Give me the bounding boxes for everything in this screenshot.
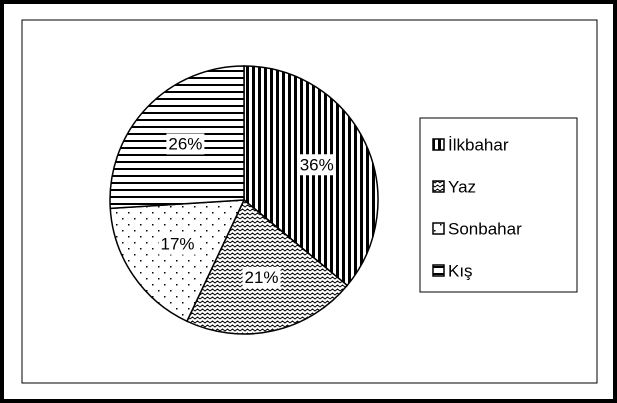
data-label: 26% xyxy=(168,134,202,153)
legend-label: Yaz xyxy=(448,177,476,196)
legend-label: Kış xyxy=(448,261,473,280)
legend-swatch xyxy=(432,222,445,235)
data-label-bg xyxy=(166,133,205,155)
data-label: 17% xyxy=(160,235,194,254)
legend-swatch xyxy=(432,180,445,193)
data-label-bg xyxy=(242,266,281,288)
pie-slice xyxy=(243,65,379,287)
data-label-bg xyxy=(158,233,197,255)
legend-label: İlkbahar xyxy=(448,135,509,154)
data-label: 36% xyxy=(300,155,334,174)
pie-slice xyxy=(109,199,246,323)
data-label-bg xyxy=(297,154,336,176)
legend-label: Sonbahar xyxy=(448,219,522,238)
legend-swatch xyxy=(432,138,445,151)
legend-swatch xyxy=(432,264,445,277)
data-label: 21% xyxy=(245,268,279,287)
legend-box xyxy=(419,117,578,293)
